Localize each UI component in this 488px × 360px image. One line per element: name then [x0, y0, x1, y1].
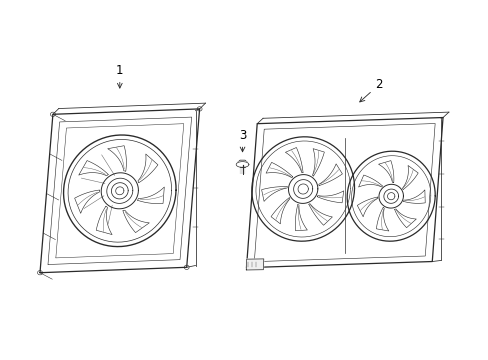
- Polygon shape: [357, 197, 377, 217]
- Polygon shape: [237, 160, 247, 165]
- Polygon shape: [75, 190, 99, 213]
- Text: 2: 2: [359, 78, 382, 102]
- Polygon shape: [246, 259, 263, 270]
- Text: 1: 1: [116, 64, 123, 88]
- Polygon shape: [261, 186, 286, 201]
- Polygon shape: [265, 162, 292, 178]
- Polygon shape: [107, 146, 126, 171]
- Polygon shape: [358, 175, 382, 187]
- Polygon shape: [394, 209, 415, 228]
- Polygon shape: [376, 207, 388, 231]
- Polygon shape: [138, 154, 158, 183]
- Polygon shape: [96, 206, 112, 235]
- Polygon shape: [122, 210, 149, 233]
- Polygon shape: [285, 148, 303, 173]
- Polygon shape: [402, 166, 417, 189]
- Polygon shape: [308, 204, 332, 225]
- Polygon shape: [270, 198, 289, 224]
- Text: 3: 3: [238, 129, 246, 152]
- Polygon shape: [40, 109, 199, 273]
- Polygon shape: [312, 149, 324, 176]
- Polygon shape: [318, 164, 342, 186]
- Polygon shape: [79, 161, 108, 176]
- Polygon shape: [295, 204, 307, 231]
- Polygon shape: [378, 161, 393, 183]
- Polygon shape: [236, 162, 248, 167]
- Polygon shape: [137, 187, 164, 204]
- Polygon shape: [317, 191, 343, 203]
- Polygon shape: [246, 117, 442, 268]
- Polygon shape: [403, 190, 425, 203]
